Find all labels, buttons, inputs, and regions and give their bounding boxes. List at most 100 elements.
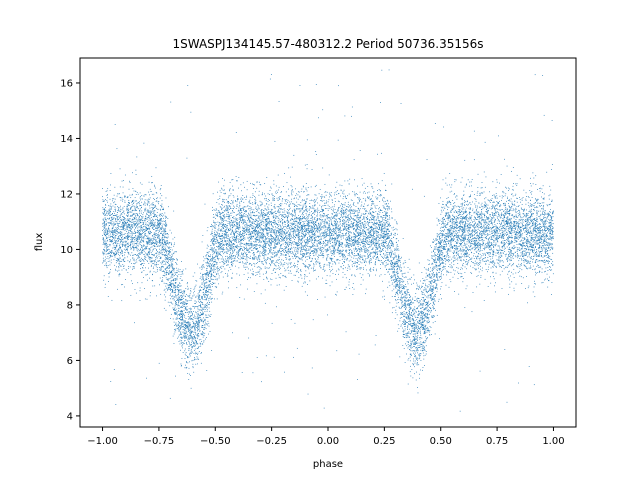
data-point xyxy=(137,238,139,240)
data-point xyxy=(542,235,544,237)
data-point xyxy=(173,287,175,289)
data-point xyxy=(460,203,462,205)
data-point xyxy=(492,236,494,238)
data-point xyxy=(511,250,512,252)
data-point xyxy=(265,218,266,220)
data-point xyxy=(241,243,243,244)
data-point xyxy=(186,312,188,313)
data-point xyxy=(385,218,387,219)
data-point xyxy=(179,306,181,308)
data-point xyxy=(365,252,367,253)
data-point xyxy=(232,211,234,213)
data-point xyxy=(302,185,304,187)
data-point xyxy=(181,319,183,320)
data-point xyxy=(269,245,271,247)
data-point xyxy=(511,193,513,195)
data-point xyxy=(109,220,111,222)
data-point xyxy=(297,194,299,196)
data-point xyxy=(169,250,170,251)
data-point xyxy=(302,224,304,226)
data-point xyxy=(444,235,446,236)
data-point xyxy=(278,241,280,243)
data-point xyxy=(160,185,162,186)
data-point xyxy=(162,243,164,245)
data-point xyxy=(437,288,438,290)
data-point xyxy=(146,246,147,248)
data-point xyxy=(208,262,210,264)
data-point xyxy=(479,192,481,194)
data-point xyxy=(506,401,508,403)
data-point xyxy=(535,262,537,264)
data-point xyxy=(327,314,328,316)
data-point xyxy=(224,241,226,242)
data-point xyxy=(438,300,440,302)
data-point xyxy=(436,240,438,241)
data-point xyxy=(199,330,201,332)
data-point xyxy=(513,222,515,224)
data-point xyxy=(171,232,172,234)
data-point xyxy=(135,191,137,192)
data-point xyxy=(442,252,444,254)
data-point xyxy=(346,206,347,207)
data-point xyxy=(496,181,498,183)
data-point xyxy=(340,195,341,197)
data-point xyxy=(363,227,365,229)
data-point xyxy=(116,214,118,216)
data-point xyxy=(290,253,292,254)
data-point xyxy=(210,234,212,235)
data-point xyxy=(301,253,303,255)
data-point xyxy=(238,248,240,250)
data-point xyxy=(336,194,338,195)
data-point xyxy=(259,239,260,241)
data-point xyxy=(139,229,140,231)
data-point xyxy=(239,222,240,223)
data-point xyxy=(342,237,344,239)
data-point xyxy=(293,274,295,276)
data-point xyxy=(202,297,203,299)
data-point xyxy=(221,188,223,190)
data-point xyxy=(397,289,399,291)
data-point xyxy=(519,247,520,249)
data-point xyxy=(416,329,418,330)
data-point xyxy=(327,235,328,236)
data-point xyxy=(317,299,318,300)
data-point xyxy=(308,268,310,270)
data-point xyxy=(211,240,212,241)
data-point xyxy=(489,191,490,193)
data-point xyxy=(299,227,301,229)
data-point xyxy=(447,253,449,254)
data-point xyxy=(201,320,203,322)
data-point xyxy=(294,225,296,226)
data-point xyxy=(229,181,231,183)
data-point xyxy=(171,274,173,276)
data-point xyxy=(196,280,198,282)
data-point xyxy=(240,220,242,222)
data-point xyxy=(134,223,136,225)
data-point xyxy=(539,230,541,231)
data-point xyxy=(309,237,310,239)
data-point xyxy=(117,236,119,238)
data-point xyxy=(105,229,107,231)
data-point xyxy=(131,232,132,234)
data-point xyxy=(176,325,178,326)
data-point xyxy=(158,255,160,257)
data-point xyxy=(248,233,250,235)
data-point xyxy=(392,262,394,264)
data-point xyxy=(505,208,507,210)
data-point xyxy=(475,269,477,271)
data-point xyxy=(284,173,285,174)
data-point xyxy=(139,209,140,211)
data-point xyxy=(430,276,432,278)
data-point xyxy=(400,278,401,280)
data-point xyxy=(398,285,400,287)
data-point xyxy=(313,212,315,213)
data-point xyxy=(387,222,389,224)
data-point xyxy=(109,217,111,219)
data-point xyxy=(427,313,429,314)
data-point xyxy=(485,205,487,206)
data-point xyxy=(158,253,160,255)
data-point xyxy=(345,215,347,217)
data-point xyxy=(160,188,162,189)
data-point xyxy=(109,264,111,266)
data-point xyxy=(242,233,243,235)
